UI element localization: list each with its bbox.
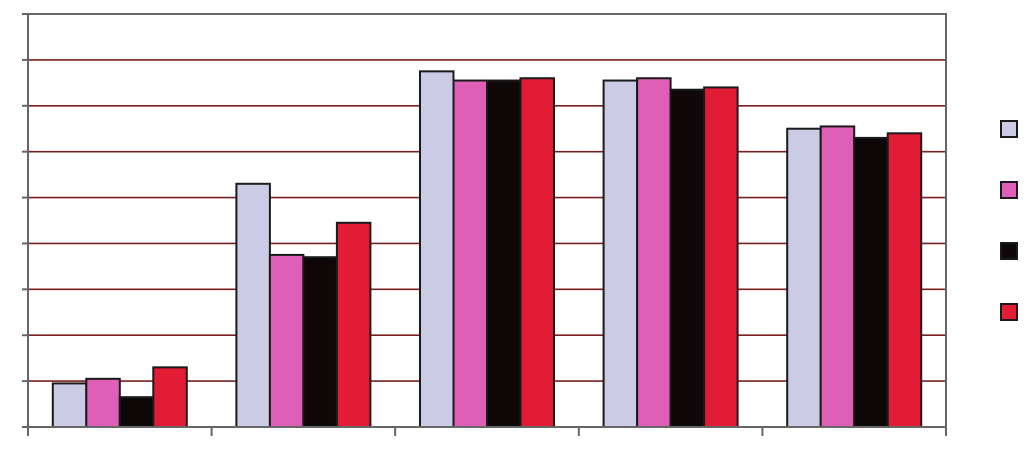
bar bbox=[335, 221, 372, 428]
bar bbox=[118, 396, 155, 428]
bar bbox=[602, 79, 639, 429]
bar bbox=[452, 79, 488, 429]
bar bbox=[235, 182, 271, 428]
axes bbox=[22, 13, 947, 436]
bar bbox=[302, 256, 338, 429]
bar bbox=[486, 79, 522, 429]
bar bbox=[853, 136, 889, 428]
bar bbox=[419, 70, 455, 428]
bars bbox=[51, 70, 923, 429]
bar bbox=[268, 253, 305, 428]
bar bbox=[51, 382, 88, 428]
plot-border bbox=[27, 13, 947, 427]
legend-swatch bbox=[1000, 303, 1018, 321]
bar bbox=[669, 88, 706, 428]
bar bbox=[152, 366, 188, 429]
bar bbox=[703, 86, 739, 429]
legend-swatch bbox=[1000, 181, 1018, 199]
bar bbox=[786, 127, 822, 428]
bar bbox=[519, 77, 555, 428]
legend-swatch bbox=[1000, 120, 1018, 138]
legend-swatch bbox=[1000, 242, 1018, 260]
legend bbox=[1000, 120, 1018, 321]
bar bbox=[85, 377, 121, 429]
bar bbox=[886, 132, 923, 429]
bar bbox=[819, 125, 856, 429]
bar bbox=[636, 77, 672, 428]
